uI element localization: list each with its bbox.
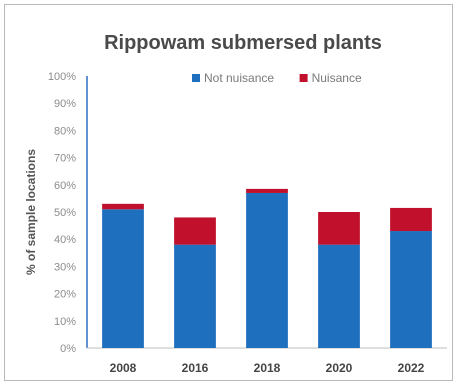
- x-tick-label: 2018: [254, 361, 281, 375]
- y-tick-label: 60%: [54, 180, 76, 192]
- y-tick-label: 20%: [54, 289, 76, 301]
- legend-label-not-nuisance: Not nuisance: [204, 71, 274, 85]
- bar-2008-not-nuisance: [102, 209, 144, 348]
- y-tick-label: 0%: [60, 343, 76, 355]
- legend-swatch-not-nuisance: [192, 74, 200, 82]
- bar-2018-not-nuisance: [246, 192, 288, 348]
- bar-2022-nuisance: [390, 207, 432, 232]
- y-tick-labels: 0% 10% 20% 30% 40% 50% 60% 70% 80% 90% 100%: [48, 71, 76, 355]
- chart-title: Rippowam submersed plants: [104, 32, 382, 54]
- chart-frame: [4, 4, 453, 381]
- y-tick-label: 100%: [48, 71, 76, 83]
- y-axis-label: % of sample locations: [24, 149, 38, 275]
- legend: Not nuisance Nuisance: [192, 71, 362, 85]
- y-tick-label: 30%: [54, 261, 76, 273]
- y-tick-label: 40%: [54, 234, 76, 246]
- bar-2018-nuisance: [246, 188, 288, 193]
- legend-label-nuisance: Nuisance: [312, 71, 362, 85]
- y-tick-label: 80%: [54, 125, 76, 137]
- bar-2020-not-nuisance: [318, 244, 360, 348]
- bar-2020-nuisance: [318, 212, 360, 245]
- bar-2008-nuisance: [102, 203, 144, 210]
- bar-2022-not-nuisance: [390, 231, 432, 348]
- x-tick-label: 2020: [326, 361, 353, 375]
- x-tick-labels: 2008 2016 2018 2020 2022: [110, 361, 425, 375]
- y-tick-label: 50%: [54, 207, 76, 219]
- bar-2016-nuisance: [174, 217, 216, 245]
- bars: [102, 188, 432, 348]
- bar-2016-not-nuisance: [174, 244, 216, 348]
- y-tick-label: 90%: [54, 98, 76, 110]
- x-tick-label: 2008: [110, 361, 137, 375]
- y-tick-label: 70%: [54, 153, 76, 165]
- y-tick-label: 10%: [54, 316, 76, 328]
- x-tick-label: 2022: [398, 361, 425, 375]
- legend-swatch-nuisance: [299, 74, 308, 82]
- x-tick-label: 2016: [182, 361, 209, 375]
